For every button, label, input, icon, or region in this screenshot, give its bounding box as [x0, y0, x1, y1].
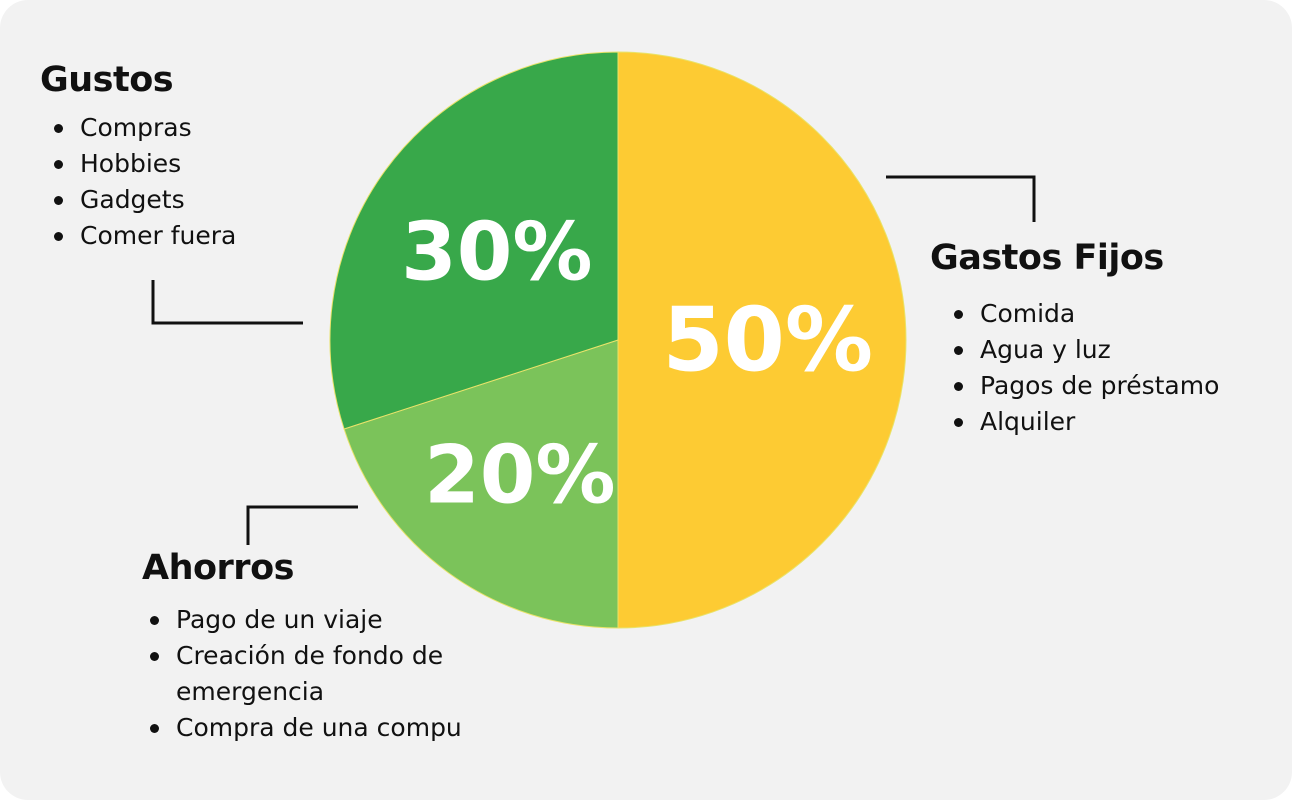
list-item: Comer fuera — [52, 218, 236, 254]
pie-slice-ahorros — [343, 339, 619, 629]
legend-title: Ahorros — [142, 548, 294, 588]
legend-ahorros: Ahorros Pago de un viaje Creación de fon… — [142, 546, 502, 746]
connector-gastos-fijos — [886, 175, 1036, 222]
list-item: Compra de una compu — [148, 710, 502, 746]
data-label: 30% — [401, 205, 592, 298]
connector-gustos — [151, 280, 303, 325]
data-label: 50% — [662, 289, 873, 392]
list-item: Compras — [52, 110, 236, 146]
list-item: Pagos de préstamo — [952, 368, 1219, 404]
connector-ahorros — [246, 505, 358, 545]
list-item: Hobbies — [52, 146, 236, 182]
list-item: Comida — [952, 296, 1219, 332]
data-label: 20% — [424, 429, 615, 522]
list-item: Agua y luz — [952, 332, 1219, 368]
list-item: Alquiler — [952, 404, 1219, 440]
legend-gastos-fijos: Gastos Fijos Comida Agua y luz Pagos de … — [930, 236, 1219, 440]
list-item: Gadgets — [52, 182, 236, 218]
legend-gustos: Gustos Compras Hobbies Gadgets Comer fue… — [40, 58, 236, 254]
legend-title: Gustos — [40, 60, 174, 100]
pie-slice-gustos — [329, 51, 619, 430]
list-item: Creación de fondo de emergencia — [148, 638, 502, 710]
pie-slice-gastos-fijos — [617, 51, 907, 629]
legend-title: Gastos Fijos — [930, 238, 1164, 278]
list-item: Pago de un viaje — [148, 602, 502, 638]
